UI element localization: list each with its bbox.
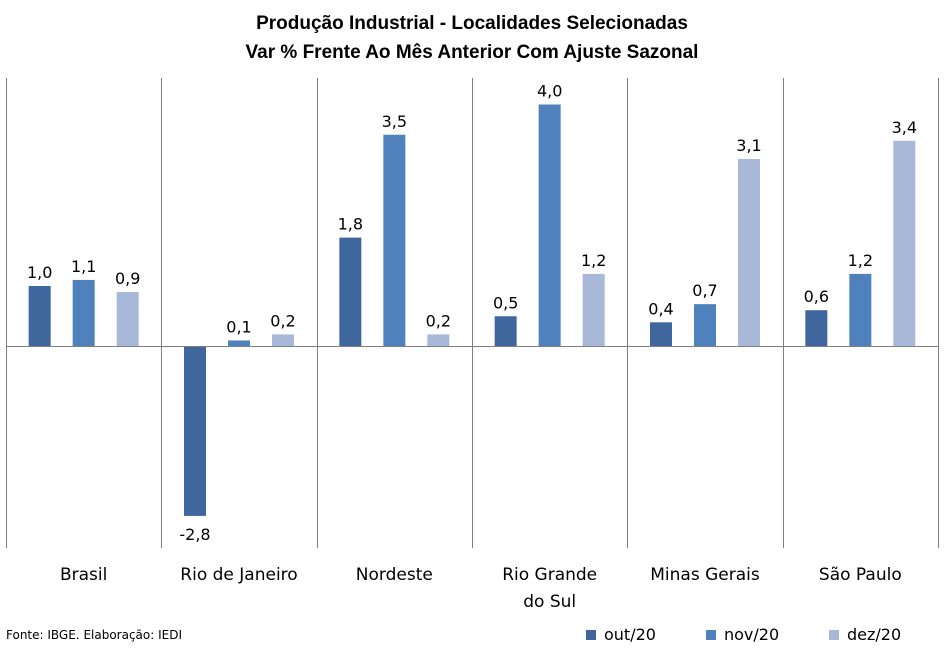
data-label: 0,4 [648,299,673,318]
legend-item-out20: out/20 [586,625,656,644]
data-label: 4,0 [537,82,562,101]
bar-out20-5 [805,310,828,347]
data-label: 3,5 [382,112,407,131]
data-label: -2,8 [179,525,210,544]
data-label: 1,1 [71,257,96,276]
category-label: Minas Gerais [650,565,760,585]
chart-subtitle: Var % Frente Ao Mês Anterior Com Ajuste … [245,42,699,63]
bar-nov20-0 [72,279,95,347]
legend-item-nov20: nov/20 [706,625,779,644]
bar-dez20-4 [738,158,760,347]
data-label: 0,6 [804,287,829,306]
chart-title: Produção Industrial - Localidades Seleci… [256,13,688,34]
bar-nov20-1 [228,340,250,347]
bar-out20-2 [339,237,362,347]
bar-nov20-2 [383,134,406,347]
data-label: 0,7 [692,281,717,300]
legend-item-dez20: dez/20 [829,625,901,644]
category-label: Nordeste [356,565,433,585]
bar-dez20-2 [427,334,450,347]
source-note: Fonte: IBGE. Elaboração: IEDI [6,628,183,642]
data-label: 1,2 [581,251,606,270]
data-label: 0,1 [226,317,251,336]
bar-dez20-5 [893,140,916,347]
bar-dez20-1 [272,334,294,347]
data-label: 0,2 [270,311,295,330]
bar-chart: 1,0 -2,8 1,8 0,5 0,4 0,6 1,1 0,1 3,5 4,0 0,7 1,2 0,9… [6,78,939,612]
legend-label: dez/20 [847,625,902,644]
data-label: 1,2 [848,251,873,270]
legend-label: nov/20 [724,625,780,644]
category-label: Rio Grande do Sul [502,565,597,612]
bar-nov20-3 [538,104,561,347]
bar-dez20-0 [116,292,139,347]
data-label: 0,5 [493,293,518,312]
category-label: Rio de Janeiro [180,565,297,585]
bar-out20-1 [184,346,206,516]
data-label: 3,1 [736,136,761,155]
bar-out20-3 [494,316,517,347]
category-label: Brasil [60,565,107,585]
legend-label: out/20 [604,625,656,644]
data-label: 3,4 [892,118,917,137]
data-label: 0,9 [115,269,140,288]
bar-nov20-5 [849,273,872,347]
bar-out20-4 [650,322,672,347]
data-label: 1,0 [27,263,52,282]
bar-out20-0 [28,286,51,347]
data-label: 0,2 [426,311,451,330]
bar-nov20-4 [694,304,716,347]
bar-dez20-3 [582,273,605,347]
data-label: 1,8 [338,215,363,234]
legend-swatch [586,629,596,640]
legend-swatch [829,629,839,640]
legend-swatch [706,629,716,640]
category-label: São Paulo [819,565,902,585]
